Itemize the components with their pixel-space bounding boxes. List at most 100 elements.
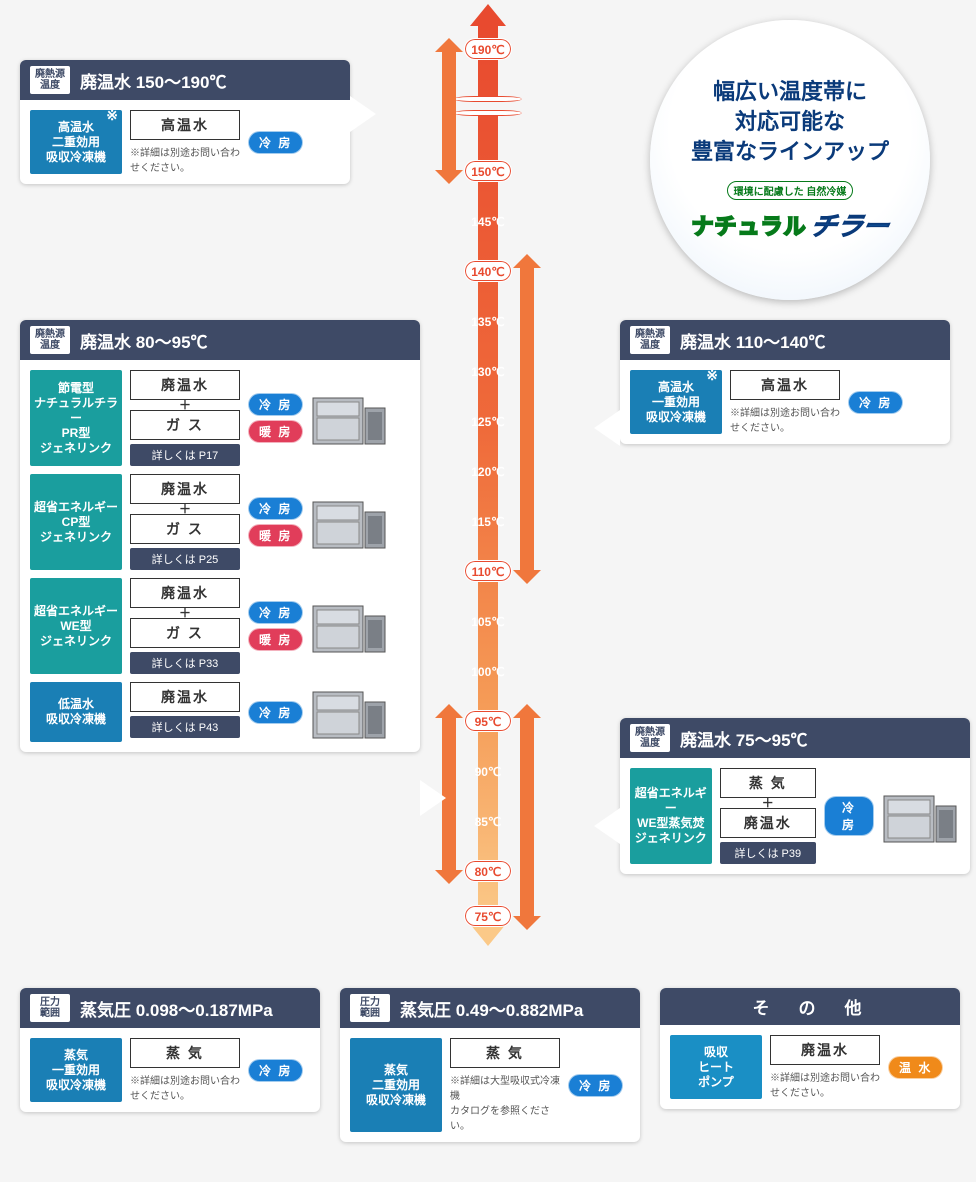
thermo-tick: 130℃	[464, 360, 512, 382]
mode-badge-cool: 冷 房	[248, 601, 303, 624]
footnote: ※詳細は別途お問い合わせください。	[130, 144, 240, 174]
header-tag: 廃熱源 温度	[630, 326, 670, 354]
product-row: 超省エネルギー CP型 ジェネリンク廃温水＋ガ ス詳しくは P25冷 房暖 房	[30, 474, 410, 570]
callout-pointer	[594, 808, 620, 844]
logo-natural: ナチュラル	[691, 209, 806, 241]
range-arrow	[520, 718, 534, 916]
range-arrow	[520, 268, 534, 570]
range-arrow	[442, 52, 456, 170]
plus-icon: ＋	[130, 610, 240, 616]
callout-pointer	[420, 780, 446, 816]
plus-icon: ＋	[130, 402, 240, 408]
callout-pointer	[594, 410, 620, 446]
source-box: 蒸 気	[130, 1038, 240, 1068]
badge-column: 冷 房	[848, 370, 903, 434]
source-box: ガ ス	[130, 514, 240, 544]
badge-column: 冷 房暖 房	[248, 370, 303, 466]
header-tag: 廃熱源 温度	[630, 724, 670, 752]
badge-column: 冷 房暖 房	[248, 474, 303, 570]
product-label: 節電型 ナチュラルチラー PR型 ジェネリンク	[30, 370, 122, 466]
product-label: 高温水 一重効用 吸収冷凍機※	[630, 370, 722, 434]
card-150-190: 廃熱源 温度 廃温水 150～190℃ 高温水 二重効用 吸収冷凍機※ 高温水 ※詳…	[20, 60, 350, 184]
machine-icon	[882, 786, 960, 846]
machine-icon	[311, 596, 389, 656]
mode-badge-cool: 冷 房	[824, 796, 874, 836]
source-column: 廃温水＋ガ ス詳しくは P25	[130, 474, 240, 570]
logo: 環境に配慮した 自然冷媒 ナチュラル チラー	[691, 181, 888, 243]
source-box: 廃温水	[130, 578, 240, 608]
asterisk-mark: ※	[706, 368, 718, 383]
mode-badge-cool: 冷 房	[248, 497, 303, 520]
source-column: 高温水 ※詳細は別途お問い合わせください。	[730, 370, 840, 434]
asterisk-mark: ※	[106, 108, 118, 123]
card-header: 廃熱源 温度 廃温水 75～95℃	[620, 718, 970, 758]
source-box: 高温水	[130, 110, 240, 140]
thermo-tick: 105℃	[464, 610, 512, 632]
card-header: 廃熱源 温度 廃温水 150～190℃	[20, 60, 350, 100]
source-box: 廃温水	[720, 808, 816, 838]
product-row: 高温水 二重効用 吸収冷凍機※ 高温水 ※詳細は別途お問い合わせください。冷 房	[30, 110, 340, 174]
mode-badge-cool: 冷 房	[248, 701, 303, 724]
lineup-badge: 幅広い温度帯に 対応可能な 豊富なラインアップ 環境に配慮した 自然冷媒 ナチュ…	[650, 20, 930, 300]
badge-column: 冷 房	[568, 1038, 623, 1132]
source-column: 蒸 気＋廃温水詳しくは P39	[720, 768, 816, 864]
product-row: 低温水 吸収冷凍機廃温水詳しくは P43冷 房	[30, 682, 410, 742]
product-row: 節電型 ナチュラルチラー PR型 ジェネリンク廃温水＋ガ ス詳しくは P17冷 …	[30, 370, 410, 466]
source-box: 廃温水	[770, 1035, 880, 1065]
thermo-tick: 115℃	[464, 510, 512, 532]
machine-icon	[311, 492, 389, 552]
thermo-tick: 125℃	[464, 410, 512, 432]
thermo-tick: 145℃	[464, 210, 512, 232]
card-steam-low: 圧力 範囲 蒸気圧 0.098～0.187MPa 蒸気 一重効用 吸収冷凍機蒸 …	[20, 988, 320, 1112]
source-box: 高温水	[730, 370, 840, 400]
thermo-tick: 100℃	[464, 660, 512, 682]
mode-badge-cool: 冷 房	[848, 391, 903, 414]
badge-column: 冷 房	[248, 110, 303, 174]
source-box: ガ ス	[130, 618, 240, 648]
card-header: そ の 他	[660, 988, 960, 1025]
product-label: 超省エネルギー WE型蒸気焚 ジェネリンク	[630, 768, 712, 864]
badge-line2: 対応可能な	[735, 107, 845, 137]
header-tag: 圧力 範囲	[350, 994, 390, 1022]
source-column: 蒸 気※詳細は大型吸収式冷凍機 カタログを参照ください。	[450, 1038, 560, 1132]
logo-chiller: チラー	[807, 206, 893, 243]
product-label: 低温水 吸収冷凍機	[30, 682, 122, 742]
mode-badge-warm: 温 水	[888, 1056, 943, 1079]
source-box: ガ ス	[130, 410, 240, 440]
thermo-tick: 110℃	[464, 560, 512, 582]
thermo-tick: 95℃	[464, 710, 512, 732]
page-ref-note: 詳しくは P17	[130, 444, 240, 466]
header-tag: 圧力 範囲	[30, 994, 70, 1022]
header-title: 廃温水 110～140℃	[680, 328, 940, 353]
card-header: 圧力 範囲 蒸気圧 0.49～0.882MPa	[340, 988, 640, 1028]
product-label: 蒸気 一重効用 吸収冷凍機	[30, 1038, 122, 1102]
product-row: 吸収 ヒート ポンプ廃温水 ※詳細は別途お問い合わせください。温 水	[670, 1035, 950, 1099]
mode-badge-cool: 冷 房	[568, 1074, 623, 1097]
mode-badge-cool: 冷 房	[248, 393, 303, 416]
header-title: 蒸気圧 0.49～0.882MPa	[400, 996, 630, 1021]
product-label: 超省エネルギー CP型 ジェネリンク	[30, 474, 122, 570]
source-box: 蒸 気	[720, 768, 816, 798]
product-row: 高温水 一重効用 吸収冷凍機※ 高温水 ※詳細は別途お問い合わせください。冷 房	[630, 370, 940, 434]
product-label: 吸収 ヒート ポンプ	[670, 1035, 762, 1099]
logo-tag: 環境に配慮した 自然冷媒	[727, 181, 854, 200]
machine-icon	[311, 388, 389, 448]
thermo-tick: 85℃	[464, 810, 512, 832]
thermo-tick: 120℃	[464, 460, 512, 482]
product-row: 蒸気 一重効用 吸収冷凍機蒸 気※詳細は別途お問い合わせください。冷 房	[30, 1038, 310, 1102]
footnote: ※詳細は別途お問い合わせください。	[730, 404, 840, 434]
thermo-scale-break	[458, 98, 518, 114]
page-ref-note: 詳しくは P43	[130, 716, 240, 738]
footnote: ※詳細は別途お問い合わせください。	[770, 1069, 880, 1099]
source-box: 蒸 気	[450, 1038, 560, 1068]
mode-badge-heat: 暖 房	[248, 628, 303, 651]
thermo-tick: 140℃	[464, 260, 512, 282]
product-label: 超省エネルギー WE型 ジェネリンク	[30, 578, 122, 674]
product-label: 高温水 二重効用 吸収冷凍機※	[30, 110, 122, 174]
badge-column: 冷 房	[824, 768, 874, 864]
page-ref-note: 詳しくは P33	[130, 652, 240, 674]
source-column: 廃温水 ＋ ガ ス詳しくは P33	[130, 578, 240, 674]
page-ref-note: 詳しくは P25	[130, 548, 240, 570]
header-title: 廃温水 80～95℃	[80, 328, 410, 353]
mode-badge-heat: 暖 房	[248, 524, 303, 547]
